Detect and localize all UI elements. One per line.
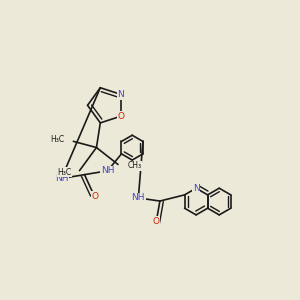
Text: NH: NH — [55, 174, 68, 183]
Text: NH: NH — [101, 166, 114, 175]
Text: O: O — [153, 217, 160, 226]
Text: CH₃: CH₃ — [127, 161, 141, 170]
Text: N: N — [193, 184, 200, 193]
Text: O: O — [92, 192, 99, 201]
Text: NH: NH — [132, 194, 145, 202]
Text: H₃C: H₃C — [58, 168, 72, 177]
Text: H₃C: H₃C — [50, 135, 64, 144]
Text: O: O — [118, 112, 124, 121]
Text: N: N — [118, 90, 124, 99]
